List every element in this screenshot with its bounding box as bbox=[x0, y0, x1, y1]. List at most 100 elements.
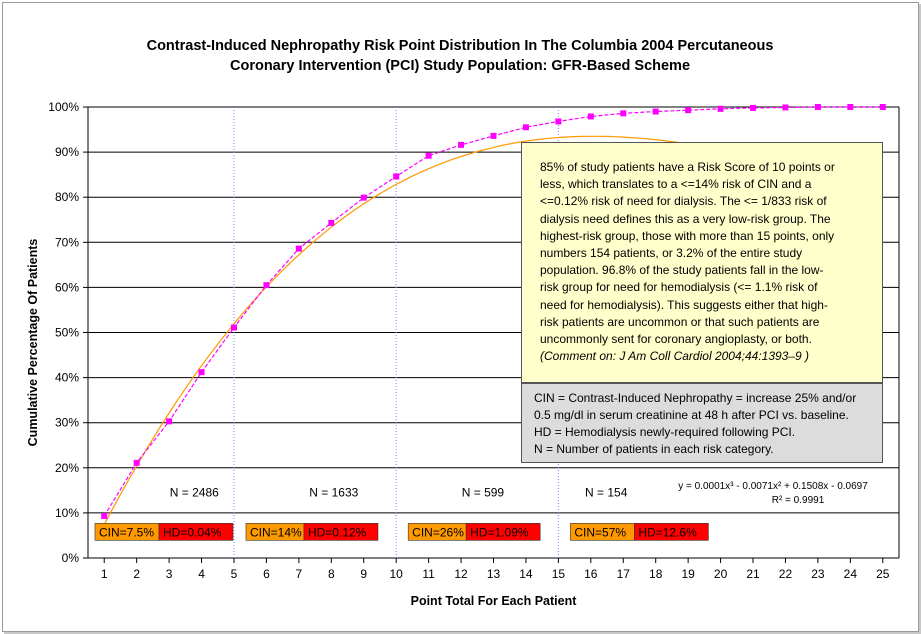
hd-risk-label: HD=1.09% bbox=[470, 525, 529, 539]
x-tick-label: 11 bbox=[422, 567, 435, 581]
x-tick-label: 16 bbox=[584, 567, 598, 581]
definition-line: N = Number of patients in each risk cate… bbox=[534, 442, 774, 456]
data-point bbox=[295, 245, 302, 252]
x-tick-label: 5 bbox=[231, 567, 238, 581]
cin-risk-label: CIN=26% bbox=[412, 525, 464, 539]
y-tick-label: 20% bbox=[55, 461, 79, 475]
risk-group-count: N = 2486 bbox=[170, 486, 219, 500]
data-point bbox=[263, 282, 270, 289]
note-line: highest-risk group, those with more than… bbox=[540, 228, 835, 243]
note-line: population. 96.8% of the study patients … bbox=[540, 263, 824, 278]
data-point bbox=[814, 104, 821, 110]
risk-group-count: N = 154 bbox=[585, 486, 628, 500]
x-tick-label: 20 bbox=[714, 567, 728, 581]
data-point bbox=[101, 513, 108, 520]
hd-risk-badge bbox=[634, 523, 709, 541]
hd-risk-label: HD=12.6% bbox=[638, 525, 697, 539]
x-tick-label: 19 bbox=[681, 567, 695, 581]
risk-group-count: N = 599 bbox=[462, 486, 505, 500]
x-tick-label: 21 bbox=[746, 567, 760, 581]
chart-title: Coronary Intervention (PCI) Study Popula… bbox=[230, 58, 690, 74]
data-point bbox=[360, 194, 367, 201]
note-reference: (Comment on: J Am Coll Cardiol 2004;44:1… bbox=[540, 349, 810, 364]
data-point bbox=[166, 418, 173, 425]
data-point bbox=[555, 118, 562, 125]
x-tick-label: 8 bbox=[328, 567, 335, 581]
data-point bbox=[685, 107, 692, 114]
x-tick-label: 13 bbox=[487, 567, 501, 581]
note-line: numbers 154 patients, or 3.2% of the ent… bbox=[540, 246, 803, 261]
note-line: less, which translates to a <=14% risk o… bbox=[540, 177, 812, 192]
data-point bbox=[393, 173, 400, 180]
definition-line: CIN = Contrast-Induced Nephropathy = inc… bbox=[534, 391, 857, 405]
x-tick-label: 4 bbox=[198, 567, 205, 581]
hd-risk-badge bbox=[303, 523, 379, 541]
y-tick-label: 0% bbox=[62, 551, 80, 565]
data-point bbox=[717, 105, 724, 112]
data-point bbox=[198, 369, 205, 376]
hd-risk-badge bbox=[158, 523, 234, 541]
note-line: need for hemodialysis). This suggests ei… bbox=[540, 297, 828, 312]
note-line: <=0.12% risk of need for dialysis. The <… bbox=[540, 194, 827, 209]
data-point bbox=[133, 459, 140, 466]
data-point bbox=[587, 113, 594, 120]
y-tick-label: 100% bbox=[48, 100, 79, 114]
y-tick-label: 70% bbox=[55, 235, 79, 249]
x-tick-label: 15 bbox=[552, 567, 566, 581]
data-point bbox=[620, 110, 627, 117]
x-tick-label: 10 bbox=[390, 567, 404, 581]
cin-risk-label: CIN=14% bbox=[250, 525, 302, 539]
note-line: dialysis need defines this as a very low… bbox=[540, 211, 831, 226]
x-tick-label: 3 bbox=[166, 567, 173, 581]
y-tick-label: 90% bbox=[55, 145, 79, 159]
x-tick-label: 7 bbox=[296, 567, 303, 581]
data-point bbox=[230, 324, 237, 331]
x-axis-title: Point Total For Each Patient bbox=[411, 594, 578, 608]
data-point bbox=[425, 152, 432, 159]
x-tick-label: 12 bbox=[454, 567, 468, 581]
x-tick-label: 25 bbox=[876, 567, 890, 581]
data-point bbox=[750, 104, 757, 111]
x-tick-label: 9 bbox=[360, 567, 367, 581]
note-line: uncommonly sent for coronary angioplasty… bbox=[540, 332, 812, 347]
summary-note-box: 85% of study patients have a Risk Score … bbox=[521, 142, 883, 383]
definition-line: HD = Hemodialysis newly-required followi… bbox=[534, 425, 796, 439]
cin-risk-label: CIN=57% bbox=[574, 525, 626, 539]
data-point bbox=[782, 104, 789, 111]
definition-line: 0.5 mg/dl in serum creatinine at 48 h af… bbox=[534, 408, 849, 422]
note-line: 85% of study patients have a Risk Score … bbox=[540, 160, 835, 174]
x-tick-label: 22 bbox=[779, 567, 793, 581]
definitions-box: CIN = Contrast-Induced Nephropathy = inc… bbox=[521, 383, 883, 463]
y-tick-label: 80% bbox=[55, 190, 79, 204]
x-tick-label: 23 bbox=[811, 567, 825, 581]
data-point bbox=[847, 104, 854, 110]
data-point bbox=[458, 141, 465, 148]
trendline-r-squared: R² = 0.9991 bbox=[772, 495, 825, 506]
y-tick-label: 10% bbox=[55, 506, 79, 520]
x-tick-label: 18 bbox=[649, 567, 663, 581]
hd-risk-badge bbox=[465, 523, 541, 541]
trendline-equation: y = 0.0001x³ - 0.0071x² + 0.1508x - 0.06… bbox=[678, 481, 868, 492]
y-tick-label: 60% bbox=[55, 280, 79, 294]
y-axis-title: Cumulative Percentage Of Patients bbox=[26, 239, 40, 447]
cin-risk-label: CIN=7.5% bbox=[99, 525, 154, 539]
data-point bbox=[328, 219, 335, 226]
data-point bbox=[879, 104, 886, 110]
hd-risk-label: HD=0.04% bbox=[163, 525, 222, 539]
y-tick-label: 40% bbox=[55, 371, 79, 385]
data-point bbox=[652, 108, 659, 115]
chart-title: Contrast-Induced Nephropathy Risk Point … bbox=[147, 38, 774, 54]
note-line: risk group for need for hemodialysis (<=… bbox=[540, 280, 818, 295]
note-line: risk patients are uncommon or that such … bbox=[540, 314, 820, 329]
data-point bbox=[522, 124, 529, 131]
data-point bbox=[490, 132, 497, 139]
hd-risk-label: HD=0.12% bbox=[308, 525, 367, 539]
x-tick-label: 14 bbox=[519, 567, 533, 581]
y-tick-label: 30% bbox=[55, 416, 79, 430]
x-tick-label: 6 bbox=[263, 567, 270, 581]
x-tick-label: 24 bbox=[844, 567, 858, 581]
y-tick-label: 50% bbox=[55, 326, 79, 340]
x-tick-label: 17 bbox=[617, 567, 631, 581]
x-tick-label: 2 bbox=[133, 567, 140, 581]
